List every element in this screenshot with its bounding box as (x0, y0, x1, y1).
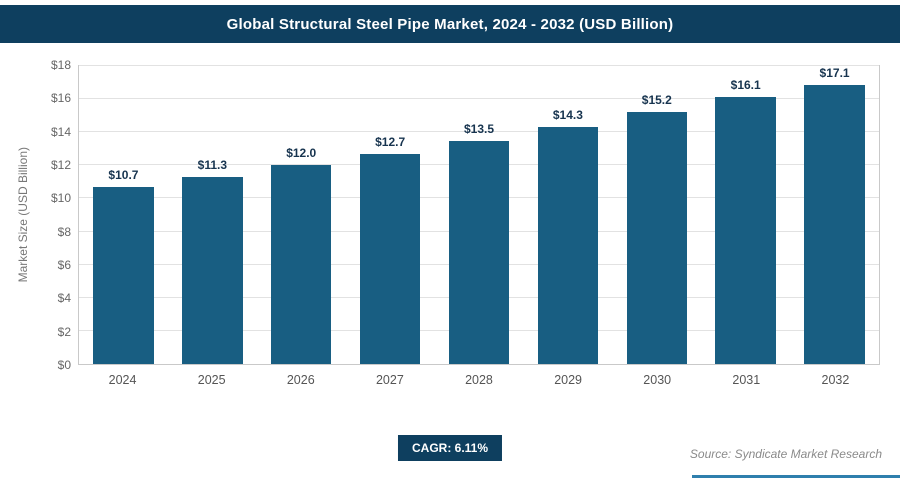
x-tick-label-2025: 2025 (197, 373, 226, 387)
gridline (79, 131, 879, 133)
gridline (79, 98, 879, 100)
bar-2028 (448, 140, 510, 364)
y-axis-ticks: $0 $2 $4 $6 $8 $10 $12 $14 $16 $18 (34, 58, 78, 372)
y-tick-label: $14 (50, 124, 71, 139)
source-attribution: Source: Syndicate Market Research (689, 447, 882, 461)
bar-2026 (271, 165, 332, 364)
chart-footer: CAGR: 6.11% Source: Syndicate Market Res… (0, 423, 900, 493)
y-tick-label: $2 (57, 324, 71, 339)
bar-chart: Market Size (USD Billion) $0 $2 $4 $6 $8 $10 $… (12, 58, 880, 395)
bar-value-label: $16.1 (730, 78, 761, 93)
y-tick-label: $6 (57, 258, 71, 272)
x-tick-label-2026: 2026 (286, 373, 315, 387)
bar-value-label: $15.2 (641, 93, 672, 108)
bar-2030 (626, 112, 687, 364)
bar-group-2032: $17.1 (790, 66, 879, 364)
plot-area: $10.7 $11.3 $12.0 $12.7 $13.5 $14.3 $15.2 $16.1… (78, 65, 880, 365)
x-tick-label-2029: 2029 (554, 373, 582, 387)
bar-2032 (804, 85, 865, 364)
bar-value-label: $13.5 (463, 121, 495, 136)
cagr-badge: CAGR: 6.11% (397, 435, 503, 461)
y-tick-label: $4 (57, 291, 71, 306)
bars-container: $10.7 $11.3 $12.0 $12.7 $13.5 $14.3 $15.2 $16.1… (79, 66, 879, 364)
bar-value-label: $10.7 (108, 167, 139, 182)
chart-title: Global Structural Steel Pipe Market, 202… (226, 15, 674, 33)
y-tick-label: $10 (50, 191, 71, 206)
bar-value-label: $12.0 (286, 146, 317, 161)
x-tick-label-2031: 2031 (732, 373, 761, 387)
y-tick-label: $12 (50, 158, 71, 172)
x-tick-label-2024: 2024 (108, 373, 137, 387)
bar-value-label: $17.1 (819, 66, 850, 80)
bar-value-label: $12.7 (375, 134, 406, 149)
bar-2029 (537, 127, 599, 364)
gridline (79, 65, 879, 66)
bar-group-2031: $16.1 (701, 66, 790, 364)
y-tick-label: $0 (57, 358, 71, 372)
x-tick-label-2028: 2028 (465, 373, 493, 387)
x-tick-label-2032: 2032 (821, 373, 850, 387)
chart-header-banner: Global Structural Steel Pipe Market, 202… (0, 5, 900, 43)
bar-2024 (93, 186, 154, 364)
bar-value-label: $11.3 (197, 157, 228, 172)
bar-2027 (359, 153, 421, 364)
bar-2025 (182, 176, 243, 364)
bar-group-2029: $14.3 (523, 66, 612, 364)
y-axis-title-column: Market Size (USD Billion) (12, 65, 34, 365)
bar-group-2027: $12.7 (346, 66, 435, 364)
bar-group-2030: $15.2 (612, 66, 701, 364)
bar-group-2028: $13.5 (435, 66, 524, 364)
bar-2031 (715, 97, 776, 364)
bar-group-2024: $10.7 (79, 66, 168, 364)
x-axis-labels: 2024 2025 2026 2027 2028 2029 2030 2031 2032 (78, 365, 880, 395)
y-axis-title: Market Size (USD Billion) (16, 147, 30, 283)
footer-accent-line (692, 475, 900, 478)
bar-group-2025: $11.3 (168, 66, 257, 364)
x-tick-label-2030: 2030 (643, 373, 672, 387)
y-tick-label: $8 (57, 224, 71, 239)
x-tick-label-2027: 2027 (375, 373, 404, 387)
y-tick-label: $16 (50, 91, 71, 106)
bar-group-2026: $12.0 (257, 66, 346, 364)
bar-value-label: $14.3 (552, 108, 583, 123)
y-tick-label: $18 (50, 58, 71, 72)
